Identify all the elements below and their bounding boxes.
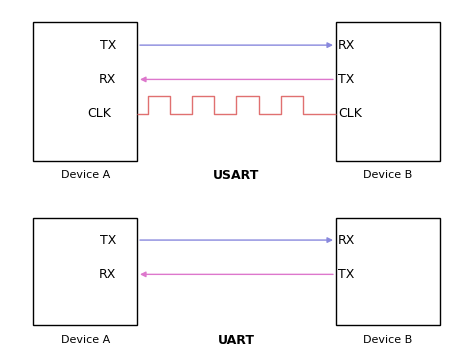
Text: TX: TX xyxy=(99,234,116,247)
Text: USART: USART xyxy=(213,169,260,182)
Text: RX: RX xyxy=(338,234,356,247)
Text: RX: RX xyxy=(98,268,116,281)
Text: Device A: Device A xyxy=(61,335,110,345)
Text: Device B: Device B xyxy=(363,335,412,345)
Bar xyxy=(336,22,440,161)
Text: Device A: Device A xyxy=(61,170,110,180)
Text: CLK: CLK xyxy=(88,107,111,120)
Text: RX: RX xyxy=(338,39,356,52)
Text: RX: RX xyxy=(98,73,116,86)
Text: CLK: CLK xyxy=(338,107,362,120)
Bar xyxy=(33,218,137,325)
Bar xyxy=(336,218,440,325)
Text: TX: TX xyxy=(99,39,116,52)
Text: TX: TX xyxy=(338,73,355,86)
Text: TX: TX xyxy=(338,268,355,281)
Bar xyxy=(33,22,137,161)
Text: UART: UART xyxy=(218,334,255,347)
Text: Device B: Device B xyxy=(363,170,412,180)
